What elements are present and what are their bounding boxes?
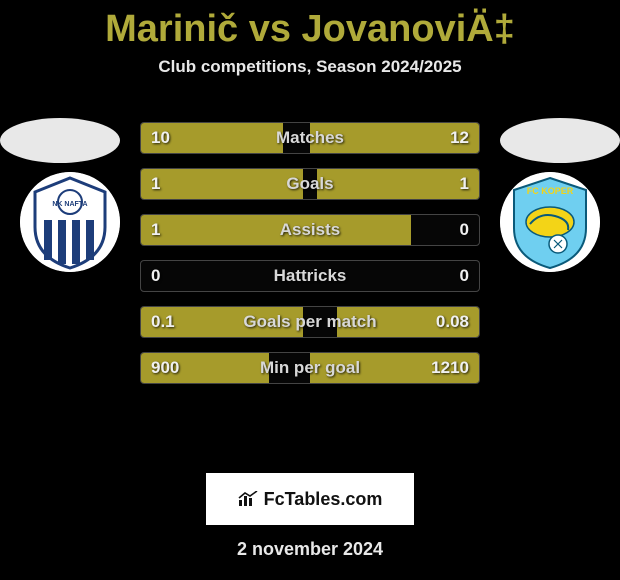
chart-icon bbox=[238, 491, 258, 507]
koper-crest-icon: FC KOPER bbox=[500, 172, 600, 272]
stat-value-left: 1 bbox=[151, 169, 160, 199]
stat-row: Goals1 1 bbox=[140, 168, 480, 200]
stat-value-right: 0.08 bbox=[436, 307, 469, 337]
stat-value-left: 10 bbox=[151, 123, 170, 153]
branding-badge[interactable]: FcTables.com bbox=[206, 473, 414, 525]
svg-text:FC KOPER: FC KOPER bbox=[527, 186, 574, 196]
svg-text:NK NAFTA: NK NAFTA bbox=[52, 201, 87, 208]
stat-row: Assists1 0 bbox=[140, 214, 480, 246]
club-crest-left: NK NAFTA bbox=[20, 172, 120, 272]
stat-label: Goals per match bbox=[141, 307, 479, 337]
stat-label: Assists bbox=[141, 215, 479, 245]
player-avatar-left bbox=[0, 118, 120, 163]
stat-label: Goals bbox=[141, 169, 479, 199]
stats-list: Matches1012Goals11Assists10Hattricks00Go… bbox=[140, 122, 480, 398]
stat-row: Min per goal900 1210 bbox=[140, 352, 480, 384]
stat-label: Hattricks bbox=[141, 261, 479, 291]
stat-value-left: 1 bbox=[151, 215, 160, 245]
stat-value-left: 0 bbox=[151, 261, 160, 291]
nafta-crest-icon: NK NAFTA bbox=[20, 172, 120, 272]
stat-row: Matches10 12 bbox=[140, 122, 480, 154]
stat-value-right: 0 bbox=[460, 215, 469, 245]
club-crest-right: FC KOPER bbox=[500, 172, 600, 272]
stat-value-right: 1210 bbox=[431, 353, 469, 383]
page-title: Marinič vs JovanoviÄ‡ bbox=[0, 0, 620, 51]
stat-row: Hattricks0 0 bbox=[140, 260, 480, 292]
subtitle: Club competitions, Season 2024/2025 bbox=[0, 57, 620, 77]
stat-row: Goals per match0.1 0.08 bbox=[140, 306, 480, 338]
stat-value-right: 12 bbox=[450, 123, 469, 153]
stat-value-right: 0 bbox=[460, 261, 469, 291]
stat-value-left: 0.1 bbox=[151, 307, 175, 337]
stat-label: Matches bbox=[141, 123, 479, 153]
stat-label: Min per goal bbox=[141, 353, 479, 383]
stat-value-right: 1 bbox=[460, 169, 469, 199]
branding-text: FcTables.com bbox=[264, 489, 383, 510]
date-text: 2 november 2024 bbox=[0, 539, 620, 560]
player-avatar-right bbox=[500, 118, 620, 163]
stat-value-left: 900 bbox=[151, 353, 179, 383]
